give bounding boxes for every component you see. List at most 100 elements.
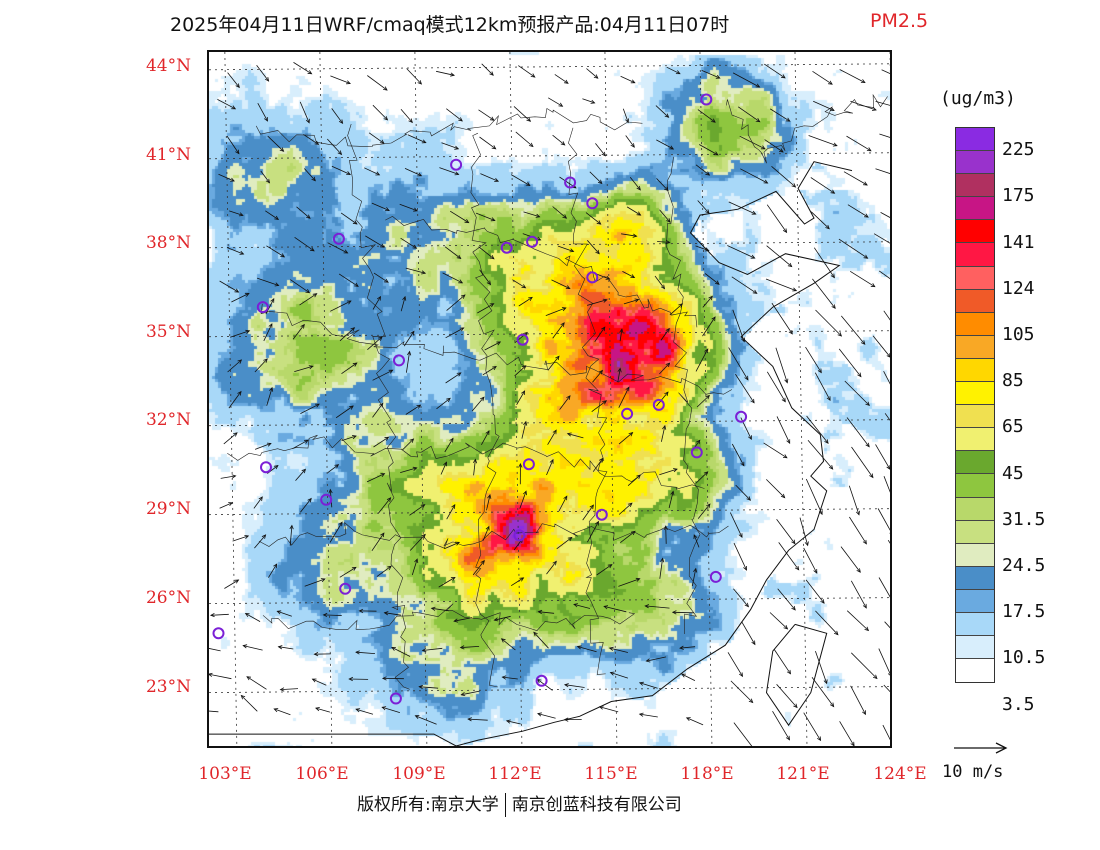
wind-arrow [645,605,670,609]
wind-arrow [619,329,623,342]
wind-arrow-head [715,280,720,285]
city-marker[interactable] [652,398,665,411]
wind-arrow [355,651,376,654]
city-marker[interactable] [595,508,608,521]
wind-arrow [843,171,868,186]
wind-arrow-head [349,405,354,410]
city-marker[interactable] [709,570,722,583]
wind-arrow [875,168,890,174]
wind-arrow [585,212,601,225]
wind-arrow [376,565,392,577]
wind-arrow [729,512,743,538]
wind-arrow-head [669,145,675,150]
city-marker[interactable] [586,271,599,284]
city-marker[interactable] [339,582,352,595]
city-marker[interactable] [700,93,713,106]
city-marker[interactable] [320,493,333,506]
lat-label-44: 44°N [145,56,191,76]
wind-arrow-head [603,605,609,610]
city-marker[interactable] [735,410,748,423]
wind-arrow [735,484,751,501]
legend-swatch [956,451,994,475]
wind-arrow [335,405,354,419]
wind-arrow-head [383,116,389,121]
wind-arrow [512,279,526,289]
wind-arrow [777,588,796,611]
wind-arrow-head [521,390,526,396]
wind-arrow [422,647,443,651]
wind-arrow [622,108,629,123]
wind-arrow [805,579,825,604]
city-marker[interactable] [535,674,548,687]
wind-arrow [366,473,385,483]
wind-arrow-head [713,151,719,156]
wind-arrow [241,695,258,712]
wind-arrow-head [379,139,385,144]
city-marker[interactable] [332,232,345,245]
wind-arrow-head [489,303,495,308]
city-marker[interactable] [260,461,272,474]
wind-arrow [838,348,862,377]
wind-arrow [478,246,495,260]
city-marker[interactable] [389,692,402,705]
wind-arrow-head [665,327,670,333]
wind-arrow [280,688,299,690]
city-marker[interactable] [621,407,634,420]
wind-arrow-head [886,353,890,358]
wind-arrow-head [788,329,793,335]
wind-arrow [519,491,527,509]
city-marker[interactable] [212,627,225,640]
wind-arrow-head [831,304,836,310]
city-marker[interactable] [393,354,405,367]
wind-arrow-head [763,179,769,184]
city-marker[interactable] [526,235,539,248]
wind-arrow-head [632,233,638,238]
wind-arrow-head [239,250,245,255]
city-marker[interactable] [690,446,703,459]
wind-arrow [587,521,599,543]
wind-arrow [331,165,351,175]
wind-arrow [260,170,270,183]
wind-arrow-head [744,375,749,381]
wind-arrow-head [334,464,340,469]
city-marker[interactable] [586,197,599,210]
city-marker[interactable] [513,529,526,542]
wind-arrow [623,299,639,305]
wind-arrow-head [414,558,419,564]
wind-arrow [327,242,348,254]
city-marker[interactable] [500,241,513,254]
wind-arrow-head [664,391,669,397]
wind-arrow-head [598,369,603,375]
city-marker[interactable] [564,176,577,189]
wind-arrow-head [563,495,568,501]
wind-arrow [589,171,603,184]
wind-arrow-head [412,244,418,249]
wind-arrow [772,710,790,741]
legend-swatch [956,589,994,613]
wind-arrow [604,606,627,613]
wind-arrow-head [619,328,624,334]
wind-arrow-head [860,340,866,345]
wind-arrow [436,70,455,76]
city-marker[interactable] [256,301,269,314]
legend-swatch [956,566,994,590]
wind-arrow-head [523,490,527,496]
city-marker[interactable] [516,333,529,346]
map-panel[interactable] [207,50,892,748]
wind-arrow-head [446,397,451,403]
wind-arrow [409,534,426,551]
wind-arrow [299,293,317,306]
wind-arrow-head [505,719,511,724]
wind-arrow [577,646,597,653]
wind-arrow-head [443,461,447,467]
wind-arrow-head [825,224,830,230]
province-boundary [227,434,705,490]
wind-arrow-head [305,118,310,124]
city-marker[interactable] [522,458,535,471]
parallel-line [209,330,890,338]
wind-arrow [373,272,389,283]
wind-arrow [846,610,869,631]
wind-arrow [741,621,756,645]
wind-arrow-head [274,282,280,287]
city-marker[interactable] [450,158,463,171]
